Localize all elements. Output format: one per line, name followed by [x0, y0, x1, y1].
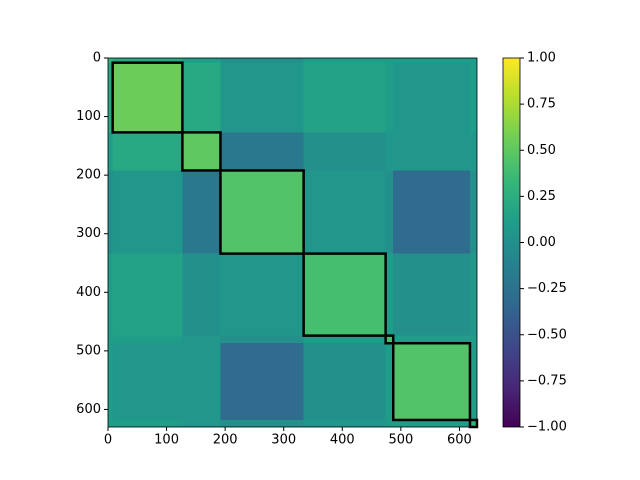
heatmap-cell: [303, 343, 386, 420]
heatmap-cell: [182, 170, 221, 254]
heatmap-cell: [469, 170, 477, 254]
heatmap-cell: [303, 62, 386, 133]
heatmap-cell: [108, 343, 113, 420]
heatmap-cell: [220, 343, 304, 420]
cluster-box: [181, 131, 222, 172]
heatmap-cell: [220, 253, 304, 336]
heatmap-cell: [469, 62, 477, 133]
heatmap-cell: [385, 62, 394, 133]
heatmap-cell: [108, 335, 113, 344]
heatmap-cell: [303, 58, 386, 63]
x-tick-label: 200: [213, 433, 238, 448]
y-tick-label: 0: [93, 51, 101, 66]
heatmap-cell: [108, 58, 113, 63]
heatmap-cell: [112, 419, 183, 427]
y-tick-label: 500: [76, 343, 101, 358]
heatmap-cell: [385, 253, 394, 336]
heatmap-cell: [469, 132, 477, 171]
heatmap-cell: [303, 132, 386, 171]
heatmap-cell: [112, 343, 183, 420]
colorbar-tick-label: 0.50: [527, 143, 556, 158]
heatmap-cell: [385, 335, 394, 344]
heatmap-cell: [182, 335, 221, 344]
heatmap-cell: [182, 419, 221, 427]
heatmap-cell: [303, 170, 386, 254]
heatmap-cell: [393, 62, 470, 133]
heatmap-cell: [469, 253, 477, 336]
cluster-box: [111, 61, 184, 134]
axes-frame: [107, 57, 478, 428]
heatmap-cell: [112, 170, 183, 254]
heatmap-cell: [182, 58, 221, 63]
cluster-box: [391, 341, 472, 422]
colorbar-tick-label: −1.00: [527, 420, 567, 435]
heatmap-cell: [385, 170, 394, 254]
heatmap-cell: [220, 62, 304, 133]
x-tick-label: 0: [104, 433, 112, 448]
cluster-box: [384, 334, 395, 345]
colorbar-tick-label: −0.25: [527, 281, 567, 296]
y-tick-label: 400: [76, 285, 101, 300]
heatmap-cell: [112, 58, 183, 63]
heatmap-cell: [108, 132, 113, 171]
heatmap-cell: [393, 419, 470, 427]
colorbar-tick-label: −0.75: [527, 373, 567, 388]
cluster-box: [302, 252, 387, 337]
heatmap-cell: [220, 132, 304, 171]
heatmap-cell: [393, 132, 470, 171]
heatmap-cell: [469, 58, 477, 63]
heatmap-cell: [393, 335, 470, 344]
heatmap-cell: [182, 343, 221, 420]
x-tick-label: 100: [154, 433, 179, 448]
colorbar-tick-label: 0.75: [527, 97, 556, 112]
heatmap-cell: [220, 58, 304, 63]
colorbar-tick-label: 0.00: [527, 235, 556, 250]
heatmap-cell: [182, 253, 221, 336]
heatmap-cell: [469, 419, 477, 427]
heatmap-cell: [385, 343, 394, 420]
heatmap-cell: [393, 253, 470, 336]
heatmap-cell: [393, 343, 470, 420]
heatmap-cell: [182, 62, 221, 133]
heatmap-cell: [112, 253, 183, 336]
y-tick-label: 600: [76, 402, 101, 417]
heatmap-cell: [108, 419, 113, 427]
heatmap-cell: [220, 335, 304, 344]
heatmap-cell: [303, 335, 386, 344]
x-tick-label: 500: [388, 433, 413, 448]
heatmap-cell: [469, 335, 477, 344]
heatmap-cell: [303, 419, 386, 427]
heatmap-cell: [385, 132, 394, 171]
heatmap-cell: [108, 62, 113, 133]
heatmap-cell: [385, 419, 394, 427]
x-tick-label: 300: [271, 433, 296, 448]
heatmap-cell: [393, 170, 470, 254]
heatmap-cell: [385, 58, 394, 63]
y-tick-label: 300: [76, 226, 101, 241]
cluster-box: [219, 169, 305, 255]
heatmap-cell: [220, 419, 304, 427]
colorbar: [502, 57, 521, 428]
colorbar-tick-label: −0.50: [527, 327, 567, 342]
heatmap-cell: [108, 170, 113, 254]
heatmap-cell: [469, 343, 477, 420]
heatmap-cell: [303, 253, 386, 336]
x-tick-label: 400: [330, 433, 355, 448]
colorbar-tick-label: 0.25: [527, 189, 556, 204]
heatmap-cell: [108, 253, 113, 336]
y-tick-label: 200: [76, 168, 101, 183]
heatmap-cell: [112, 62, 183, 133]
heatmap-cell: [393, 58, 470, 63]
heatmap-cell: [112, 335, 183, 344]
heatmap-cell: [182, 132, 221, 171]
heatmap-cell: [112, 132, 183, 171]
y-tick-label: 100: [76, 109, 101, 124]
colorbar-tick-label: 1.00: [527, 51, 556, 66]
heatmap-cell: [220, 170, 304, 254]
x-tick-label: 600: [447, 433, 472, 448]
